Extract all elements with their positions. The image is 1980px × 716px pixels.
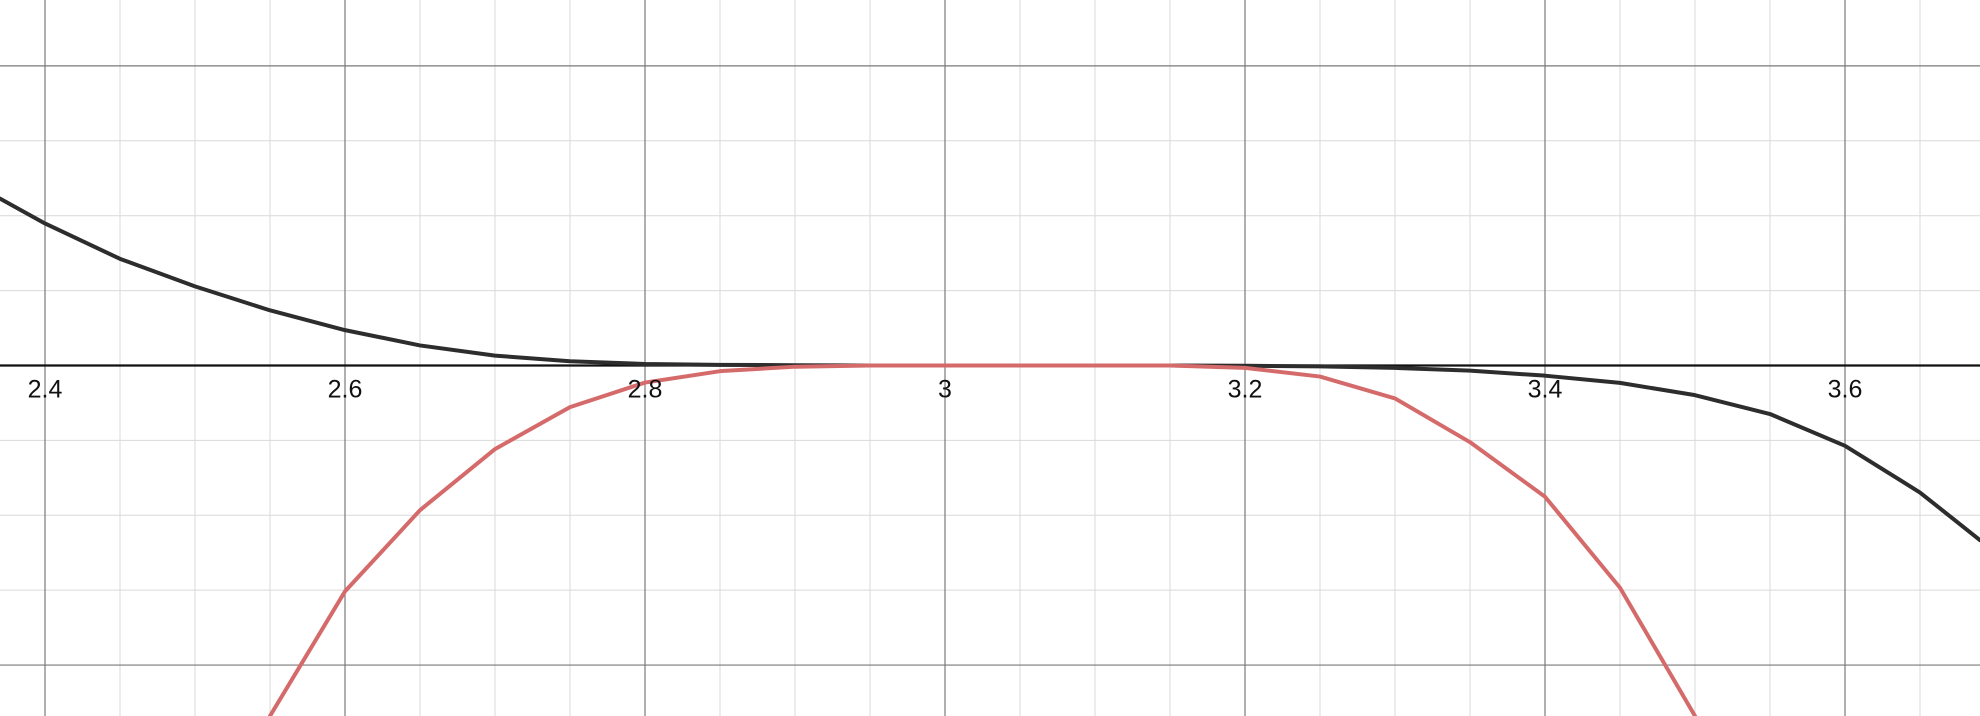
x-tick-label: 2.6 — [328, 375, 363, 403]
x-tick-label: 2.4 — [28, 375, 63, 403]
x-tick-label: 3 — [938, 375, 952, 403]
x-tick-label: 3.2 — [1228, 375, 1263, 403]
series-line-2 — [268, 363, 1697, 716]
x-tick-labels: 2.4 2.6 2.8 3 3.2 3.4 3.6 — [28, 375, 1863, 403]
x-tick-label: 3.4 — [1528, 375, 1563, 403]
x-tick-label: 2.8 — [628, 375, 663, 403]
series-layer — [0, 196, 1980, 716]
x-tick-label: 3.6 — [1828, 375, 1863, 403]
series-line-1 — [0, 196, 1980, 543]
